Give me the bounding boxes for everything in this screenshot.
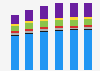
- Bar: [10, 26, 19, 31]
- Bar: [10, 33, 19, 35]
- Bar: [40, 6, 48, 19]
- Bar: [10, 35, 19, 36]
- Bar: [25, 23, 33, 29]
- Bar: [84, 3, 92, 17]
- Bar: [84, 17, 92, 19]
- Bar: [70, 3, 78, 17]
- Bar: [10, 24, 19, 26]
- Bar: [40, 21, 48, 27]
- Bar: [40, 29, 48, 31]
- Bar: [84, 29, 92, 30]
- Bar: [70, 20, 78, 26]
- Bar: [40, 27, 48, 29]
- Bar: [84, 25, 92, 27]
- Bar: [55, 18, 63, 20]
- Bar: [84, 27, 92, 29]
- Bar: [25, 10, 33, 21]
- Bar: [25, 31, 33, 33]
- Bar: [25, 34, 33, 70]
- Bar: [55, 26, 63, 28]
- Bar: [84, 30, 92, 70]
- Bar: [55, 20, 63, 26]
- Bar: [55, 28, 63, 30]
- Bar: [25, 33, 33, 34]
- Bar: [40, 31, 48, 32]
- Bar: [70, 17, 78, 20]
- Bar: [10, 15, 19, 24]
- Bar: [70, 28, 78, 29]
- Bar: [55, 31, 63, 70]
- Bar: [70, 26, 78, 28]
- Bar: [25, 29, 33, 31]
- Bar: [10, 31, 19, 33]
- Bar: [25, 21, 33, 23]
- Bar: [40, 32, 48, 70]
- Bar: [55, 3, 63, 18]
- Bar: [70, 30, 78, 70]
- Bar: [84, 19, 92, 25]
- Bar: [70, 29, 78, 30]
- Bar: [10, 36, 19, 70]
- Bar: [40, 19, 48, 21]
- Bar: [55, 30, 63, 31]
